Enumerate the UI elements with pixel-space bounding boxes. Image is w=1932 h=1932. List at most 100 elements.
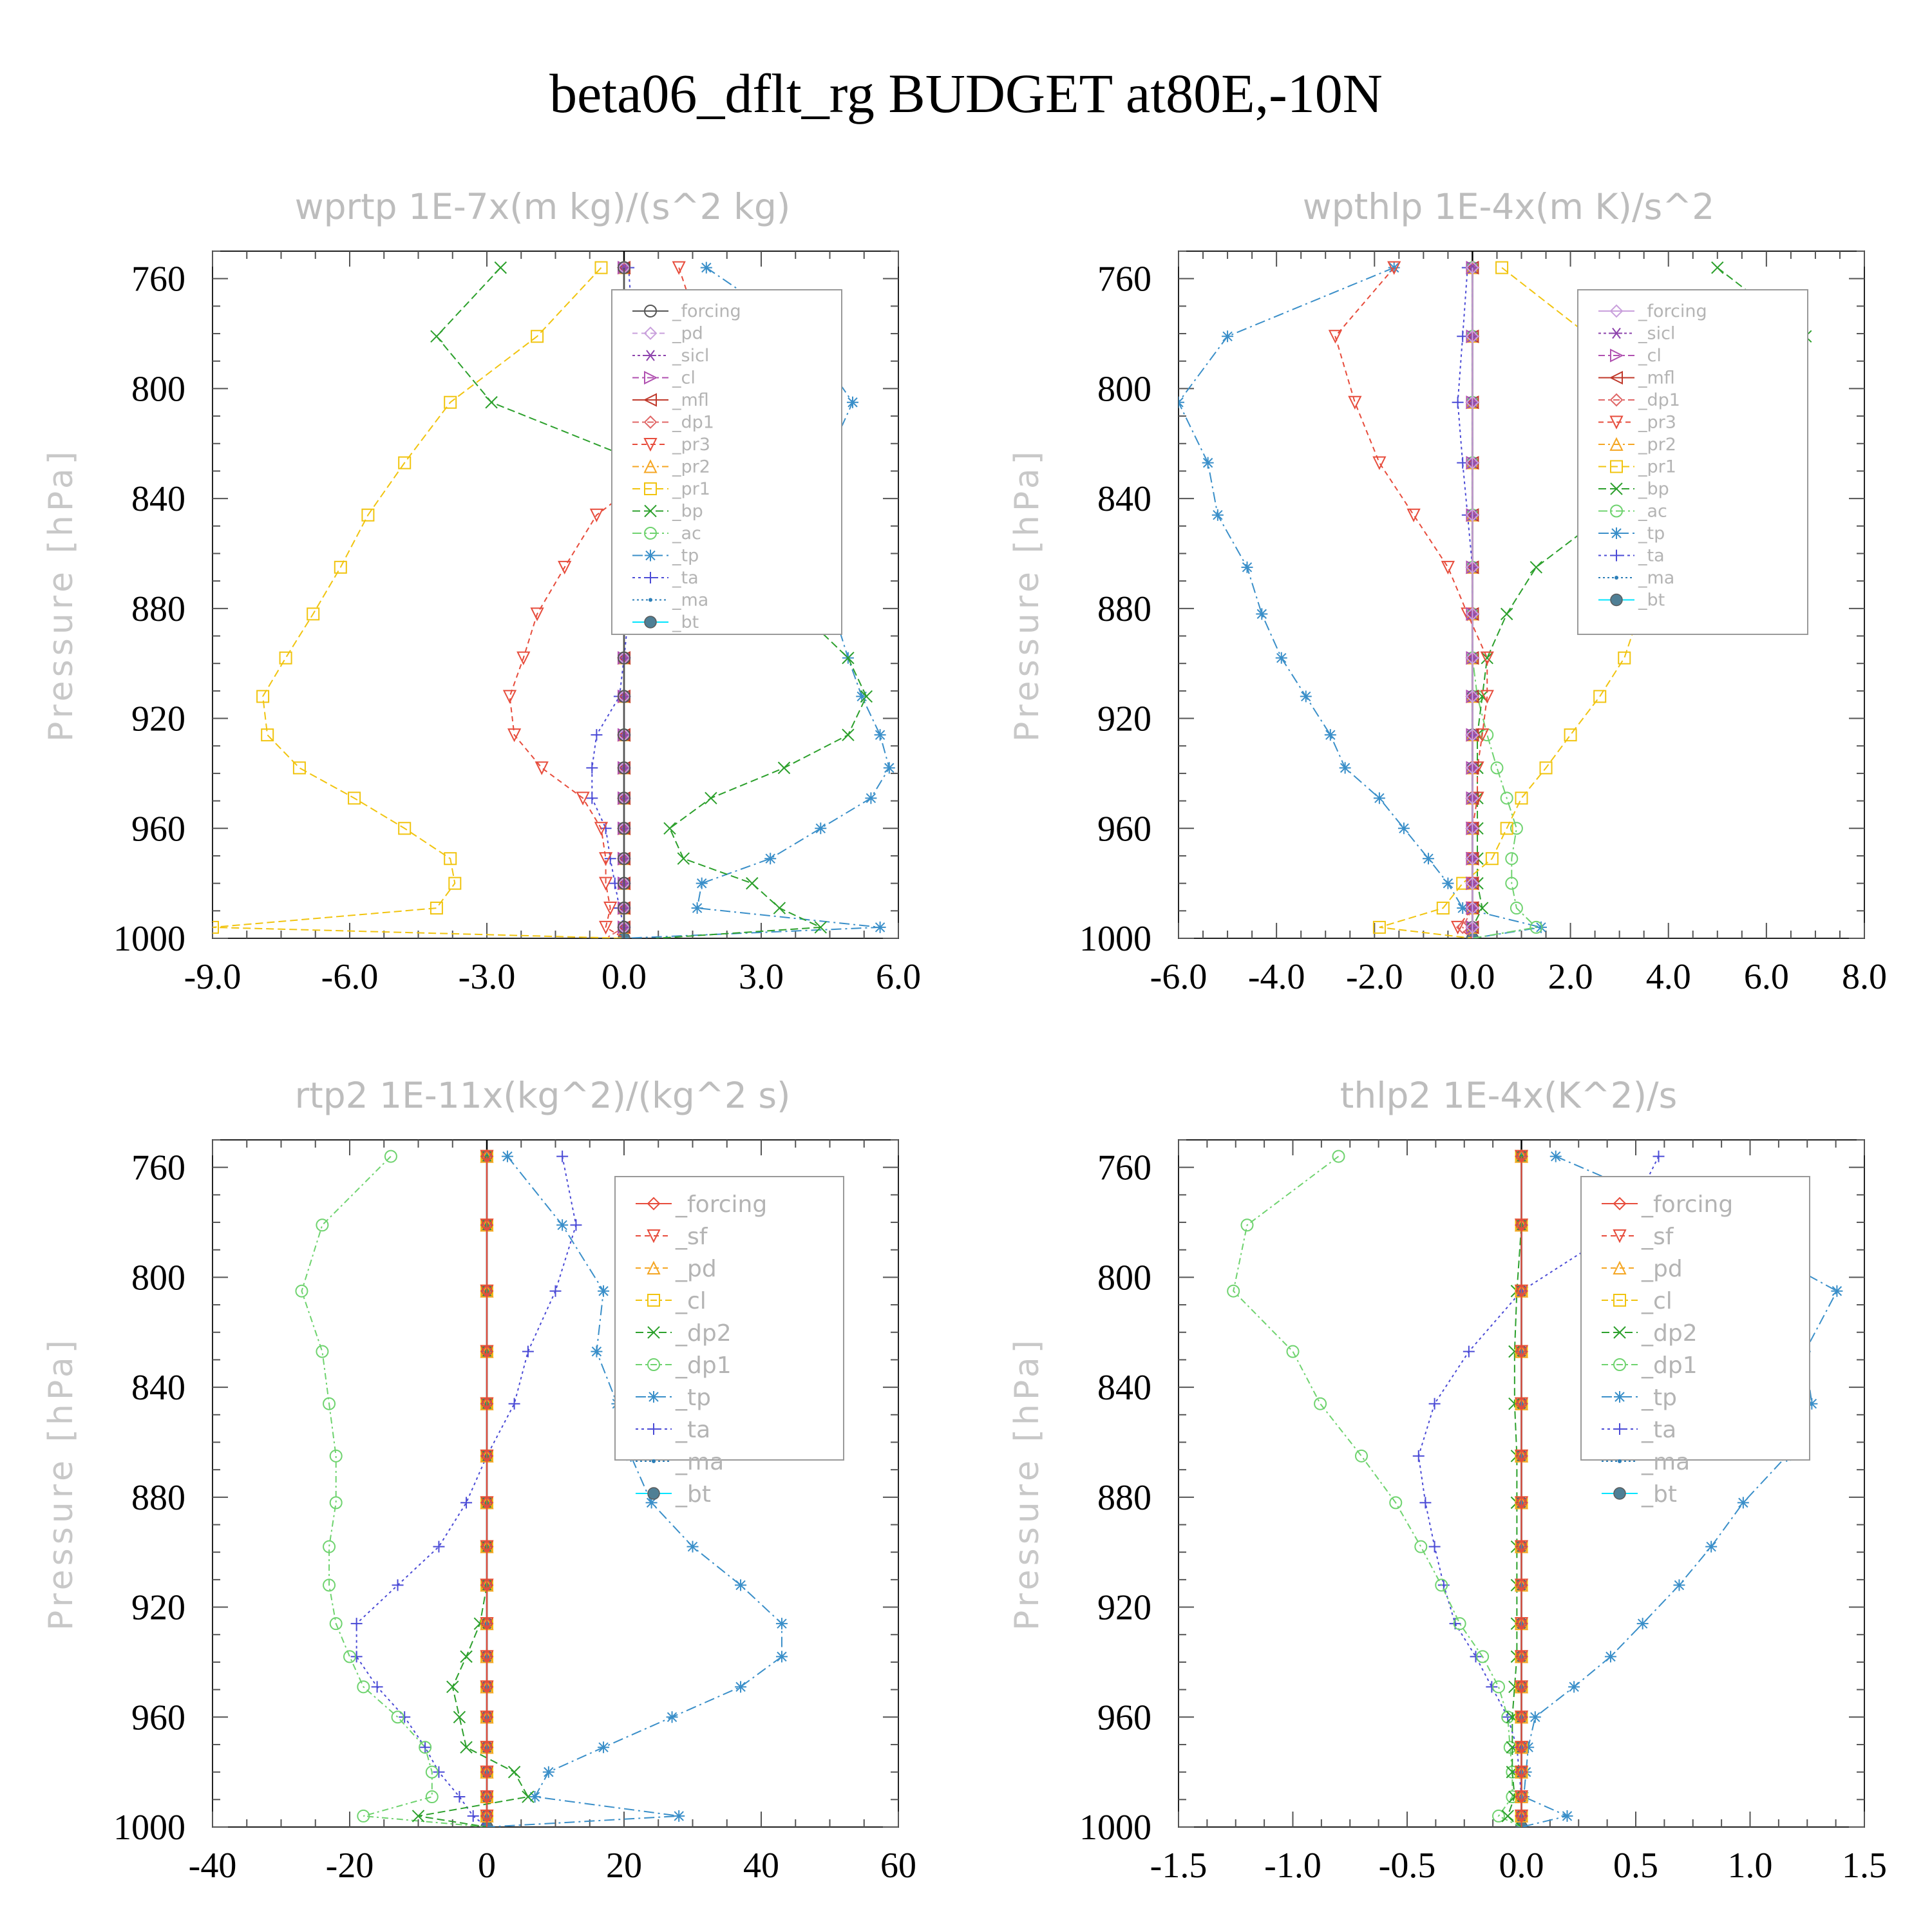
series-tp xyxy=(1179,261,1547,938)
data-point xyxy=(1549,1150,1562,1162)
data-point xyxy=(847,396,858,408)
legend-swatch-marker xyxy=(648,1391,659,1403)
data-point xyxy=(1564,728,1577,742)
legend-label: _dp1 xyxy=(675,1352,732,1379)
data-point xyxy=(591,729,603,741)
legend-item: _forcing xyxy=(1598,301,1707,321)
legend-box xyxy=(1580,1176,1810,1461)
data-point xyxy=(1324,729,1336,741)
data-point xyxy=(1515,1809,1528,1823)
data-point xyxy=(1515,1218,1528,1232)
legend-item: _ac xyxy=(632,524,701,544)
y-tick-label: 840 xyxy=(131,479,185,519)
series-pr1 xyxy=(213,261,625,938)
legend-label: _bt xyxy=(675,1481,711,1508)
legend-swatch-marker xyxy=(1613,1358,1626,1371)
y-axis-label: Pressure [hPa] xyxy=(1008,1336,1046,1631)
panel-wprtp: wprtp 1E-7x(m kg)/(s^2 kg) Pressure [hPa]… xyxy=(42,186,921,997)
x-tick-label: 0.0 xyxy=(1450,957,1495,997)
x-tick-label: -2.0 xyxy=(1346,957,1403,997)
data-point xyxy=(448,876,462,890)
data-point xyxy=(453,1791,466,1803)
legend-label: _pd xyxy=(672,324,703,344)
panel-title: wpthlp 1E-4x(m K)/s^2 xyxy=(1303,186,1714,227)
data-point xyxy=(357,1809,370,1823)
legend-swatch-marker xyxy=(647,1197,661,1211)
legend-item: _mfl xyxy=(1598,368,1675,388)
data-point xyxy=(1653,1150,1665,1162)
y-tick-label: 920 xyxy=(1097,1588,1151,1628)
y-axis-label: Pressure [hPa] xyxy=(42,448,80,742)
data-point xyxy=(261,728,274,742)
legend-label: _ta xyxy=(1641,1417,1676,1443)
legend-label: _pr2 xyxy=(672,457,710,477)
x-tick-label: 20 xyxy=(606,1846,642,1886)
data-point xyxy=(419,1741,431,1754)
data-point xyxy=(705,791,717,805)
data-point xyxy=(1522,1741,1535,1754)
series-dp1 xyxy=(295,1150,488,1827)
data-point xyxy=(343,1650,356,1663)
data-point xyxy=(687,1540,699,1553)
legend-swatch-marker xyxy=(1614,1423,1625,1435)
data-point xyxy=(773,902,786,914)
legend-item: _ma xyxy=(636,1449,724,1475)
data-point xyxy=(1495,261,1509,274)
data-point xyxy=(323,1578,336,1592)
series-ta xyxy=(1452,261,1479,938)
legend-item: _ta xyxy=(1602,1417,1676,1443)
legend-item: _ma xyxy=(1602,1449,1690,1475)
data-point xyxy=(1466,876,1479,891)
legend-label: _forcing xyxy=(1638,301,1707,321)
y-tick-label: 960 xyxy=(1097,1698,1151,1738)
legend-label: _cl xyxy=(672,368,696,388)
data-point xyxy=(1466,901,1479,915)
data-point xyxy=(842,728,855,741)
legend-item: _sicl xyxy=(1598,324,1675,344)
x-tick-label: 0.0 xyxy=(601,957,647,997)
series-line xyxy=(355,1156,577,1827)
data-point xyxy=(700,261,712,274)
data-point xyxy=(1500,822,1513,835)
series-line xyxy=(1507,1156,1522,1827)
data-point xyxy=(1515,1150,1528,1164)
data-point xyxy=(618,902,630,915)
legend-swatch-marker xyxy=(647,1487,660,1500)
data-point xyxy=(1227,1284,1240,1298)
legend-item: _pr3 xyxy=(1598,413,1676,433)
legend-swatch-marker xyxy=(649,598,652,602)
data-point xyxy=(598,1741,610,1754)
legend-label: _dp1 xyxy=(1641,1352,1698,1379)
legend-label: _forcing xyxy=(1641,1191,1733,1218)
legend-label: _tp xyxy=(1638,524,1665,544)
data-point xyxy=(399,1711,411,1723)
legend-swatch-marker xyxy=(1610,504,1623,518)
legend-swatch-marker xyxy=(643,438,658,452)
series-line xyxy=(301,1155,488,1827)
tick-marks xyxy=(212,1139,899,1828)
data-point xyxy=(1412,1450,1425,1462)
legend-item: _forcing xyxy=(636,1191,767,1218)
data-point xyxy=(1535,921,1547,933)
data-point xyxy=(1508,1345,1521,1358)
legend-item: _dp1 xyxy=(1602,1352,1698,1379)
data-point xyxy=(1202,457,1214,469)
legend-item: _cl xyxy=(1602,1288,1672,1314)
x-tick-label: -6.0 xyxy=(1150,957,1208,997)
y-axis-label: Pressure [hPa] xyxy=(1008,448,1046,742)
y-tick-label: 920 xyxy=(131,699,185,739)
legend-swatch-marker xyxy=(1613,1294,1626,1307)
legend-label: _bt xyxy=(1638,591,1665,611)
legend-swatch-marker xyxy=(1615,576,1618,580)
data-point xyxy=(1339,762,1351,774)
legend-label: _dp2 xyxy=(1641,1320,1698,1347)
series-dp2 xyxy=(412,1150,535,1827)
legend-item: _bt xyxy=(632,612,699,632)
legend-swatch-marker xyxy=(652,1459,656,1463)
panel-title: thlp2 1E-4x(K^2)/s xyxy=(1340,1075,1677,1116)
legend-item: _mfl xyxy=(632,390,709,410)
y-tick-label: 760 xyxy=(131,1148,185,1188)
data-point xyxy=(1515,1680,1528,1694)
data-point xyxy=(1428,1540,1441,1553)
data-point xyxy=(1300,690,1312,703)
